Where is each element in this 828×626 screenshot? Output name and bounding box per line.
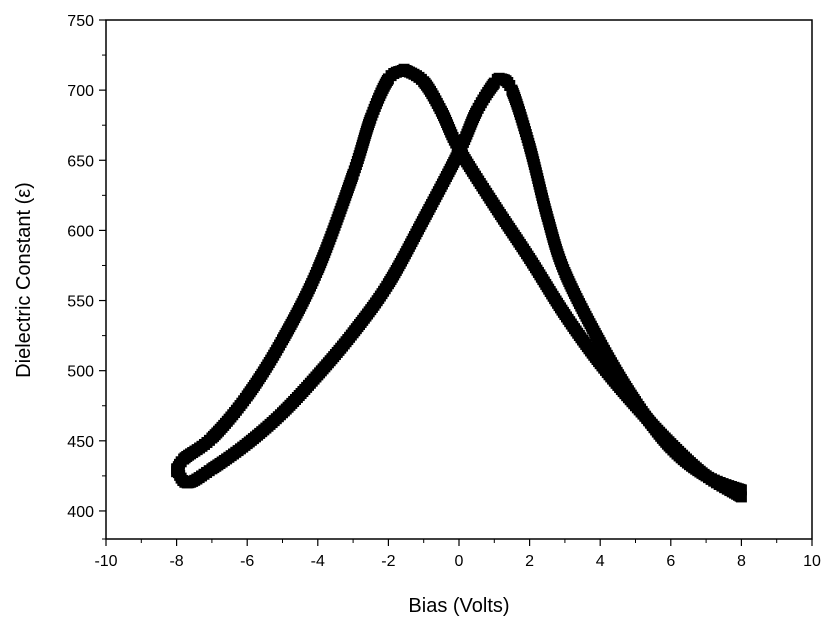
x-tick-label: -10 bbox=[94, 553, 117, 570]
x-tick-label: -4 bbox=[311, 553, 325, 570]
series-2 bbox=[171, 72, 747, 496]
y-tick-label: 600 bbox=[67, 223, 94, 240]
x-tick-label: -2 bbox=[381, 553, 395, 570]
x-tick-label: 8 bbox=[737, 553, 746, 570]
x-axis: -10 -8 -6 -4 -2 0 2 4 6 8 10 bbox=[94, 539, 821, 570]
y-tick-label: 700 bbox=[67, 83, 94, 100]
x-tick-label: 10 bbox=[803, 553, 821, 570]
x-tick-label: -6 bbox=[240, 553, 254, 570]
y-tick-label: 450 bbox=[67, 434, 94, 451]
y-axis: 400 450 500 550 600 650 700 750 bbox=[67, 13, 106, 540]
y-axis-title: Dielectric Constant (ε) bbox=[13, 182, 35, 378]
x-tick-label: 6 bbox=[666, 553, 675, 570]
y-tick-label: 750 bbox=[67, 13, 94, 30]
y-tick-label: 400 bbox=[67, 504, 94, 521]
y-tick-label: 500 bbox=[67, 364, 94, 381]
x-axis-title: Bias (Volts) bbox=[408, 595, 509, 617]
data-point bbox=[735, 484, 747, 496]
x-tick-label: 2 bbox=[525, 553, 534, 570]
series-1 bbox=[171, 63, 747, 503]
y-tick-label: 550 bbox=[67, 294, 94, 311]
x-tick-label: -8 bbox=[169, 553, 183, 570]
y-tick-label: 650 bbox=[67, 153, 94, 170]
x-tick-label: 0 bbox=[455, 553, 464, 570]
x-tick-label: 4 bbox=[596, 553, 605, 570]
series-layer bbox=[171, 63, 747, 503]
